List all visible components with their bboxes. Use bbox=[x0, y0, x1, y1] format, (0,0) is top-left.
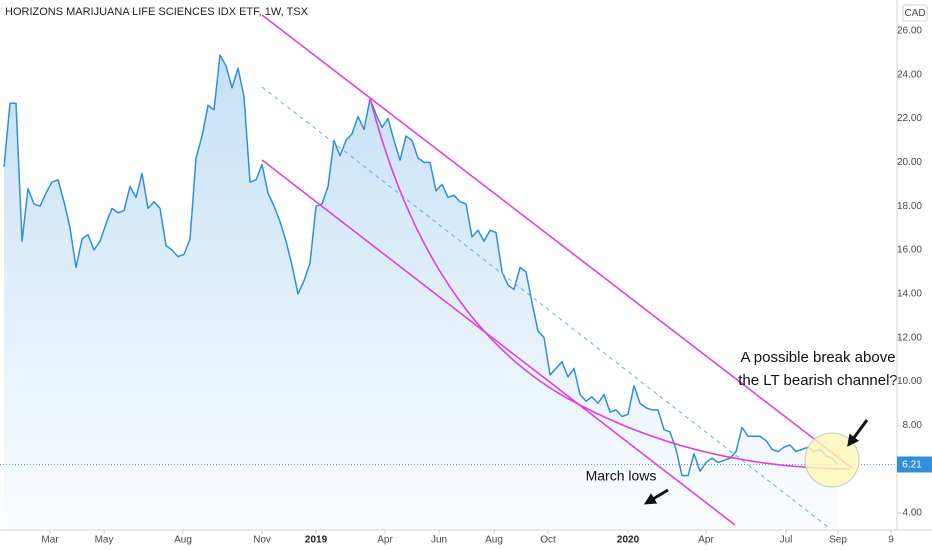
channel-upper bbox=[261, 14, 853, 469]
x-tick-label: 2020 bbox=[617, 535, 640, 546]
currency-box bbox=[902, 4, 928, 22]
y-tick-label: 26.00 bbox=[897, 26, 922, 37]
arrow bbox=[847, 419, 869, 447]
x-tick-label: Jul bbox=[780, 535, 793, 546]
y-tick-label: 22.00 bbox=[897, 113, 922, 124]
currency-label: CAD bbox=[904, 8, 925, 19]
y-tick-label: 10.00 bbox=[897, 376, 922, 387]
y-tick-label: 24.00 bbox=[897, 69, 922, 80]
arc-curve bbox=[369, 97, 851, 470]
arrow bbox=[643, 488, 669, 505]
x-tick-label: Apr bbox=[377, 535, 393, 546]
x-tick-label: May bbox=[95, 535, 114, 546]
x-tick-label: Aug bbox=[485, 535, 503, 546]
highlight-circle bbox=[804, 432, 860, 488]
last-price-box bbox=[897, 456, 932, 473]
annotation: March lows bbox=[586, 468, 657, 484]
x-tick-label: Mar bbox=[41, 535, 59, 546]
y-tick-label: 20.00 bbox=[897, 157, 922, 168]
channel-lower bbox=[261, 159, 736, 526]
x-tick-label: Oct bbox=[540, 535, 556, 546]
plot-area bbox=[0, 54, 897, 531]
annotation: the LT bearish channel? bbox=[738, 372, 898, 389]
x-tick-label: 9 bbox=[888, 535, 894, 546]
price-line bbox=[3, 54, 839, 477]
area-fill bbox=[4, 54, 839, 531]
chart-title: HORIZONS MARIJUANA LIFE SCIENCES IDX ETF… bbox=[5, 6, 309, 18]
y-tick-label: 12.00 bbox=[897, 332, 922, 343]
x-tick-label: Nov bbox=[253, 535, 271, 546]
last-price-label: 6.21 bbox=[902, 460, 922, 471]
x-tick-label: Jun bbox=[431, 535, 447, 546]
y-tick-label: 18.00 bbox=[897, 201, 922, 212]
drawings bbox=[261, 14, 869, 528]
x-tick-label: 2019 bbox=[305, 535, 328, 546]
y-tick-label: 8.00 bbox=[903, 420, 923, 431]
x-tick-label: Aug bbox=[174, 535, 192, 546]
y-tick-label: 14.00 bbox=[897, 288, 922, 299]
x-tick-label: Apr bbox=[698, 535, 714, 546]
y-tick-label: 16.00 bbox=[897, 245, 922, 256]
y-tick-label: 4.00 bbox=[903, 508, 923, 519]
annotation: A possible break above bbox=[740, 349, 895, 366]
x-tick-label: Sep bbox=[829, 535, 847, 546]
